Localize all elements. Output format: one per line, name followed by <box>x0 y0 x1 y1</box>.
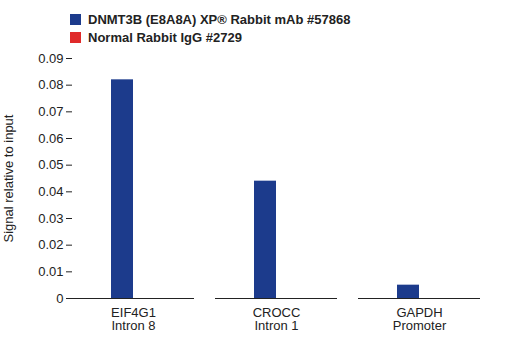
svg-text:EIF4G1Intron 8: EIF4G1Intron 8 <box>111 305 156 333</box>
svg-text:0.04: 0.04 <box>38 184 63 199</box>
svg-text:0.07: 0.07 <box>38 104 63 119</box>
svg-text:0.06: 0.06 <box>38 131 63 146</box>
svg-text:0.03: 0.03 <box>38 211 63 226</box>
svg-text:CROCCIntron 1: CROCCIntron 1 <box>253 305 301 333</box>
svg-text:0.08: 0.08 <box>38 77 63 92</box>
html-text:DNMT3B (E8A8A) XP® Rabbit mAb: DNMT3B (E8A8A) XP® Rabbit mAb #57868 <box>88 12 351 27</box>
svg-text:0.05: 0.05 <box>38 157 63 172</box>
svg-text:Signal relative to input: Signal relative to input <box>1 114 16 242</box>
svg-text:0: 0 <box>56 291 63 306</box>
svg-text:0.01: 0.01 <box>38 264 63 279</box>
svg-text:0.02: 0.02 <box>38 237 63 252</box>
svg-text:0.09: 0.09 <box>38 51 63 66</box>
html-text:Normal Rabbit IgG #2729: Normal Rabbit IgG #2729 <box>88 30 242 45</box>
svg-text:GAPDHPromoter: GAPDHPromoter <box>393 305 447 333</box>
